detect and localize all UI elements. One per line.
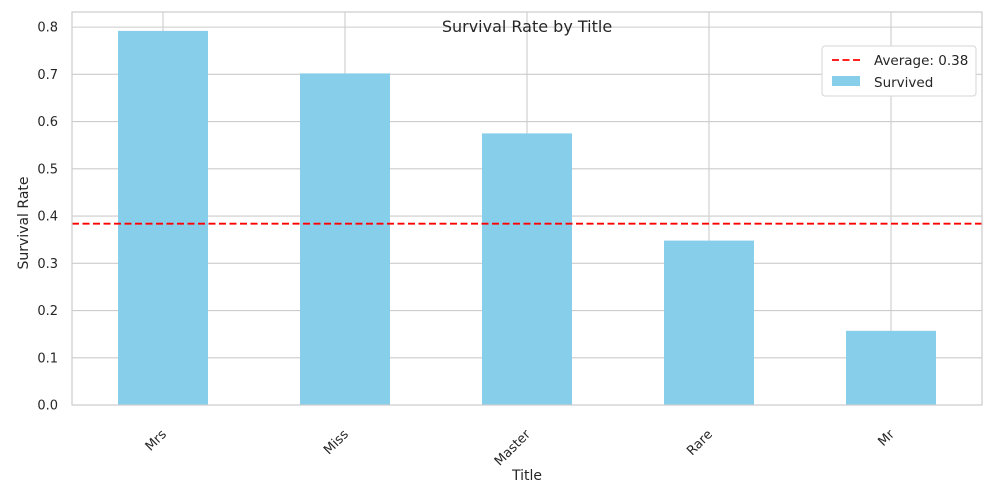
y-tick-label: 0.3	[37, 257, 58, 272]
y-tick-label: 0.4	[37, 210, 58, 225]
x-tick-label: Master	[492, 427, 534, 469]
legend-survived-swatch	[832, 76, 860, 86]
x-tick-label: Miss	[321, 427, 352, 458]
plot-frame	[71, 11, 983, 406]
y-tick-label: 0.5	[37, 162, 58, 177]
y-tick-labels: 0.0 0.1 0.2 0.3 0.4 0.5 0.6 0.7 0.8	[37, 21, 58, 414]
y-axis-label: Survival Rate	[16, 177, 32, 270]
bar-rare	[664, 240, 754, 405]
bars	[118, 30, 936, 406]
legend-box	[821, 45, 977, 97]
x-axis-label: Title	[511, 468, 542, 484]
bar-mrs	[118, 30, 208, 406]
legend: Average: 0.38 Survived	[821, 45, 977, 97]
y-tick-label: 0.6	[37, 115, 58, 130]
x-tick-label: Rare	[684, 427, 716, 459]
y-tick-label: 0.1	[37, 351, 58, 366]
legend-survived-label: Survived	[874, 75, 933, 91]
bar-mr	[846, 330, 936, 405]
y-tick-label: 0.0	[37, 399, 58, 414]
y-tick-label: 0.2	[37, 304, 58, 319]
x-tick-labels: Mrs Miss Master Rare Mr	[143, 427, 899, 469]
y-tick-label: 0.7	[37, 68, 58, 83]
y-tick-label: 0.8	[37, 21, 58, 36]
chart-title: Survival Rate by Title	[442, 17, 612, 36]
bar-miss	[300, 73, 390, 405]
bar-master	[482, 133, 572, 405]
x-tick-label: Mrs	[143, 427, 170, 454]
x-tick-label: Mr	[876, 427, 899, 450]
legend-average-label: Average: 0.38	[874, 53, 968, 69]
